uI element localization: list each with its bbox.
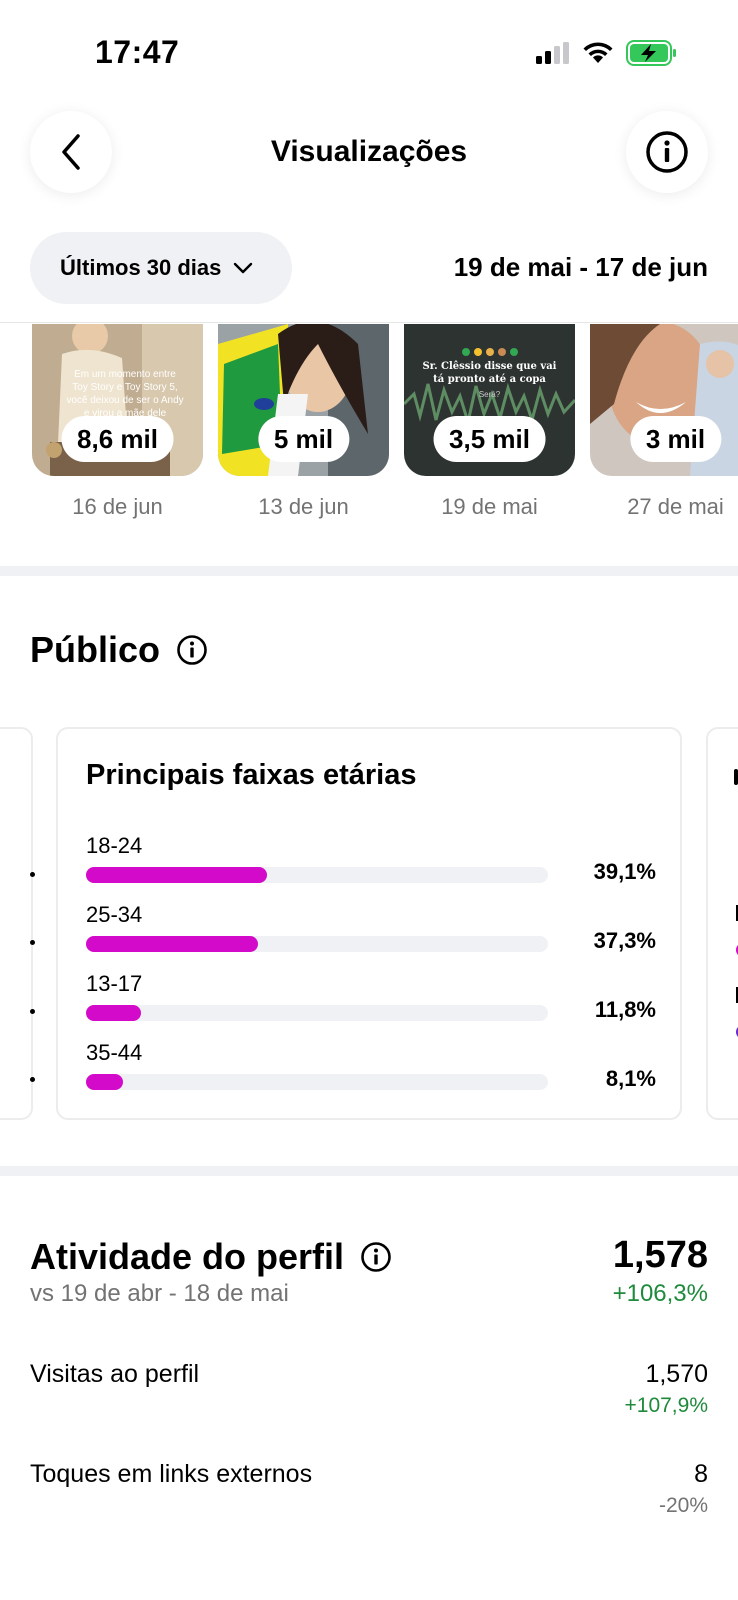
chevron-left-icon	[62, 134, 80, 170]
age-bar-fill	[86, 867, 267, 883]
metric-label: Toques em links externos	[30, 1460, 313, 1488]
section-divider	[0, 1166, 738, 1176]
metric-value: 8	[694, 1460, 708, 1488]
age-label: 13-17	[86, 971, 143, 996]
content-date: 16 de jun	[72, 494, 163, 519]
audience-card-previous[interactable]	[0, 727, 35, 1120]
views-badge: 3 mil	[629, 416, 722, 462]
audience-card-next[interactable]	[706, 727, 738, 1120]
age-row: 18-24 39,1%	[86, 833, 656, 899]
status-time: 17:47	[95, 34, 180, 70]
info-icon[interactable]	[176, 634, 208, 666]
age-percentage: 37,3%	[593, 928, 656, 953]
age-bar-fill	[86, 1074, 124, 1090]
comparison-period: vs 19 de abr - 18 de mai	[30, 1280, 289, 1307]
age-bar-track	[86, 1074, 548, 1090]
views-badge: 5 mil	[257, 416, 350, 462]
age-percentage: 11,8%	[594, 997, 656, 1022]
content-thumbnail[interactable]: Em um momento entre Toy Story e Toy Stor…	[32, 324, 203, 476]
gender-bar-edge	[736, 943, 738, 957]
age-row: 13-17 11,8%	[86, 971, 656, 1037]
content-date: 19 de mai	[441, 494, 538, 519]
card-dot	[30, 1009, 35, 1014]
profile-activity-header: Atividade do perfil	[30, 1236, 392, 1278]
battery-charging-icon	[626, 40, 676, 66]
wifi-icon	[583, 42, 613, 63]
card-edge-mark	[736, 905, 738, 921]
card-dot	[30, 872, 35, 877]
audience-title: Público	[30, 629, 161, 670]
thumbnail-caption-small: Será?	[478, 390, 501, 399]
metric-change: -20%	[658, 1494, 708, 1517]
date-range: 19 de mai - 17 de jun	[453, 252, 708, 282]
status-bar: 17:47	[0, 0, 738, 100]
content-thumbnail[interactable]: 3 mil	[590, 324, 738, 476]
age-bar-track	[86, 1005, 548, 1021]
card-title: Principais faixas etárias	[86, 759, 417, 791]
age-row: 35-44 8,1%	[86, 1040, 656, 1106]
divider	[0, 322, 738, 323]
period-dropdown[interactable]: Últimos 30 dias	[30, 232, 292, 304]
card-dot	[30, 1077, 35, 1082]
card-edge-mark	[736, 987, 738, 1003]
views-badge: 3,5 mil	[433, 416, 546, 462]
age-label: 18-24	[86, 833, 143, 858]
back-button[interactable]	[30, 111, 112, 193]
metric-label: Visitas ao perfil	[30, 1360, 200, 1388]
metric-change: +107,9%	[624, 1394, 709, 1417]
age-label: 35-44	[86, 1040, 143, 1065]
cellular-signal-icon	[536, 42, 569, 64]
content-date: 27 de mai	[627, 494, 724, 519]
age-percentage: 8,1%	[605, 1066, 656, 1091]
age-label: 25-34	[86, 902, 143, 927]
age-bar-track	[86, 936, 548, 952]
age-percentage: 39,1%	[593, 859, 656, 884]
gender-bar-edge	[736, 1025, 738, 1039]
age-row: 25-34 37,3%	[86, 902, 656, 968]
age-bar-fill	[86, 1005, 141, 1021]
views-badge: 8,6 mil	[61, 416, 174, 462]
content-thumbnail[interactable]: Sr. Clêssio disse que vai tá pronto até …	[404, 324, 575, 476]
top-content-carousel[interactable]: Em um momento entre Toy Story e Toy Stor…	[0, 324, 738, 524]
section-divider	[0, 566, 738, 576]
age-ranges-card[interactable]: Principais faixas etárias 18-24 39,1% 25…	[56, 727, 682, 1120]
audience-section-header: Público	[30, 629, 208, 671]
chevron-down-icon	[234, 262, 253, 274]
card-dot	[30, 940, 35, 945]
age-bar-fill	[86, 936, 259, 952]
period-label: Últimos 30 dias	[60, 255, 222, 280]
info-icon	[646, 131, 688, 173]
content-date: 13 de jun	[258, 494, 349, 519]
age-bar-track	[86, 867, 548, 883]
profile-activity-title: Atividade do perfil	[30, 1236, 345, 1277]
page-title: Visualizações	[270, 135, 468, 168]
status-icons	[536, 40, 678, 66]
metric-value: 1,570	[645, 1360, 708, 1388]
profile-activity-total: 1,578	[612, 1234, 708, 1276]
card-edge-mark	[734, 769, 738, 785]
info-button[interactable]	[626, 111, 708, 193]
info-icon[interactable]	[360, 1241, 392, 1273]
thumbnail-caption: Sr. Clêssio disse que vai tá pronto até …	[422, 361, 557, 385]
profile-activity-change: +106,3%	[612, 1280, 708, 1307]
thumbnail-caption: Em um momento entre Toy Story e Toy Stor…	[66, 369, 184, 419]
content-thumbnail[interactable]: 5 mil	[218, 324, 389, 476]
